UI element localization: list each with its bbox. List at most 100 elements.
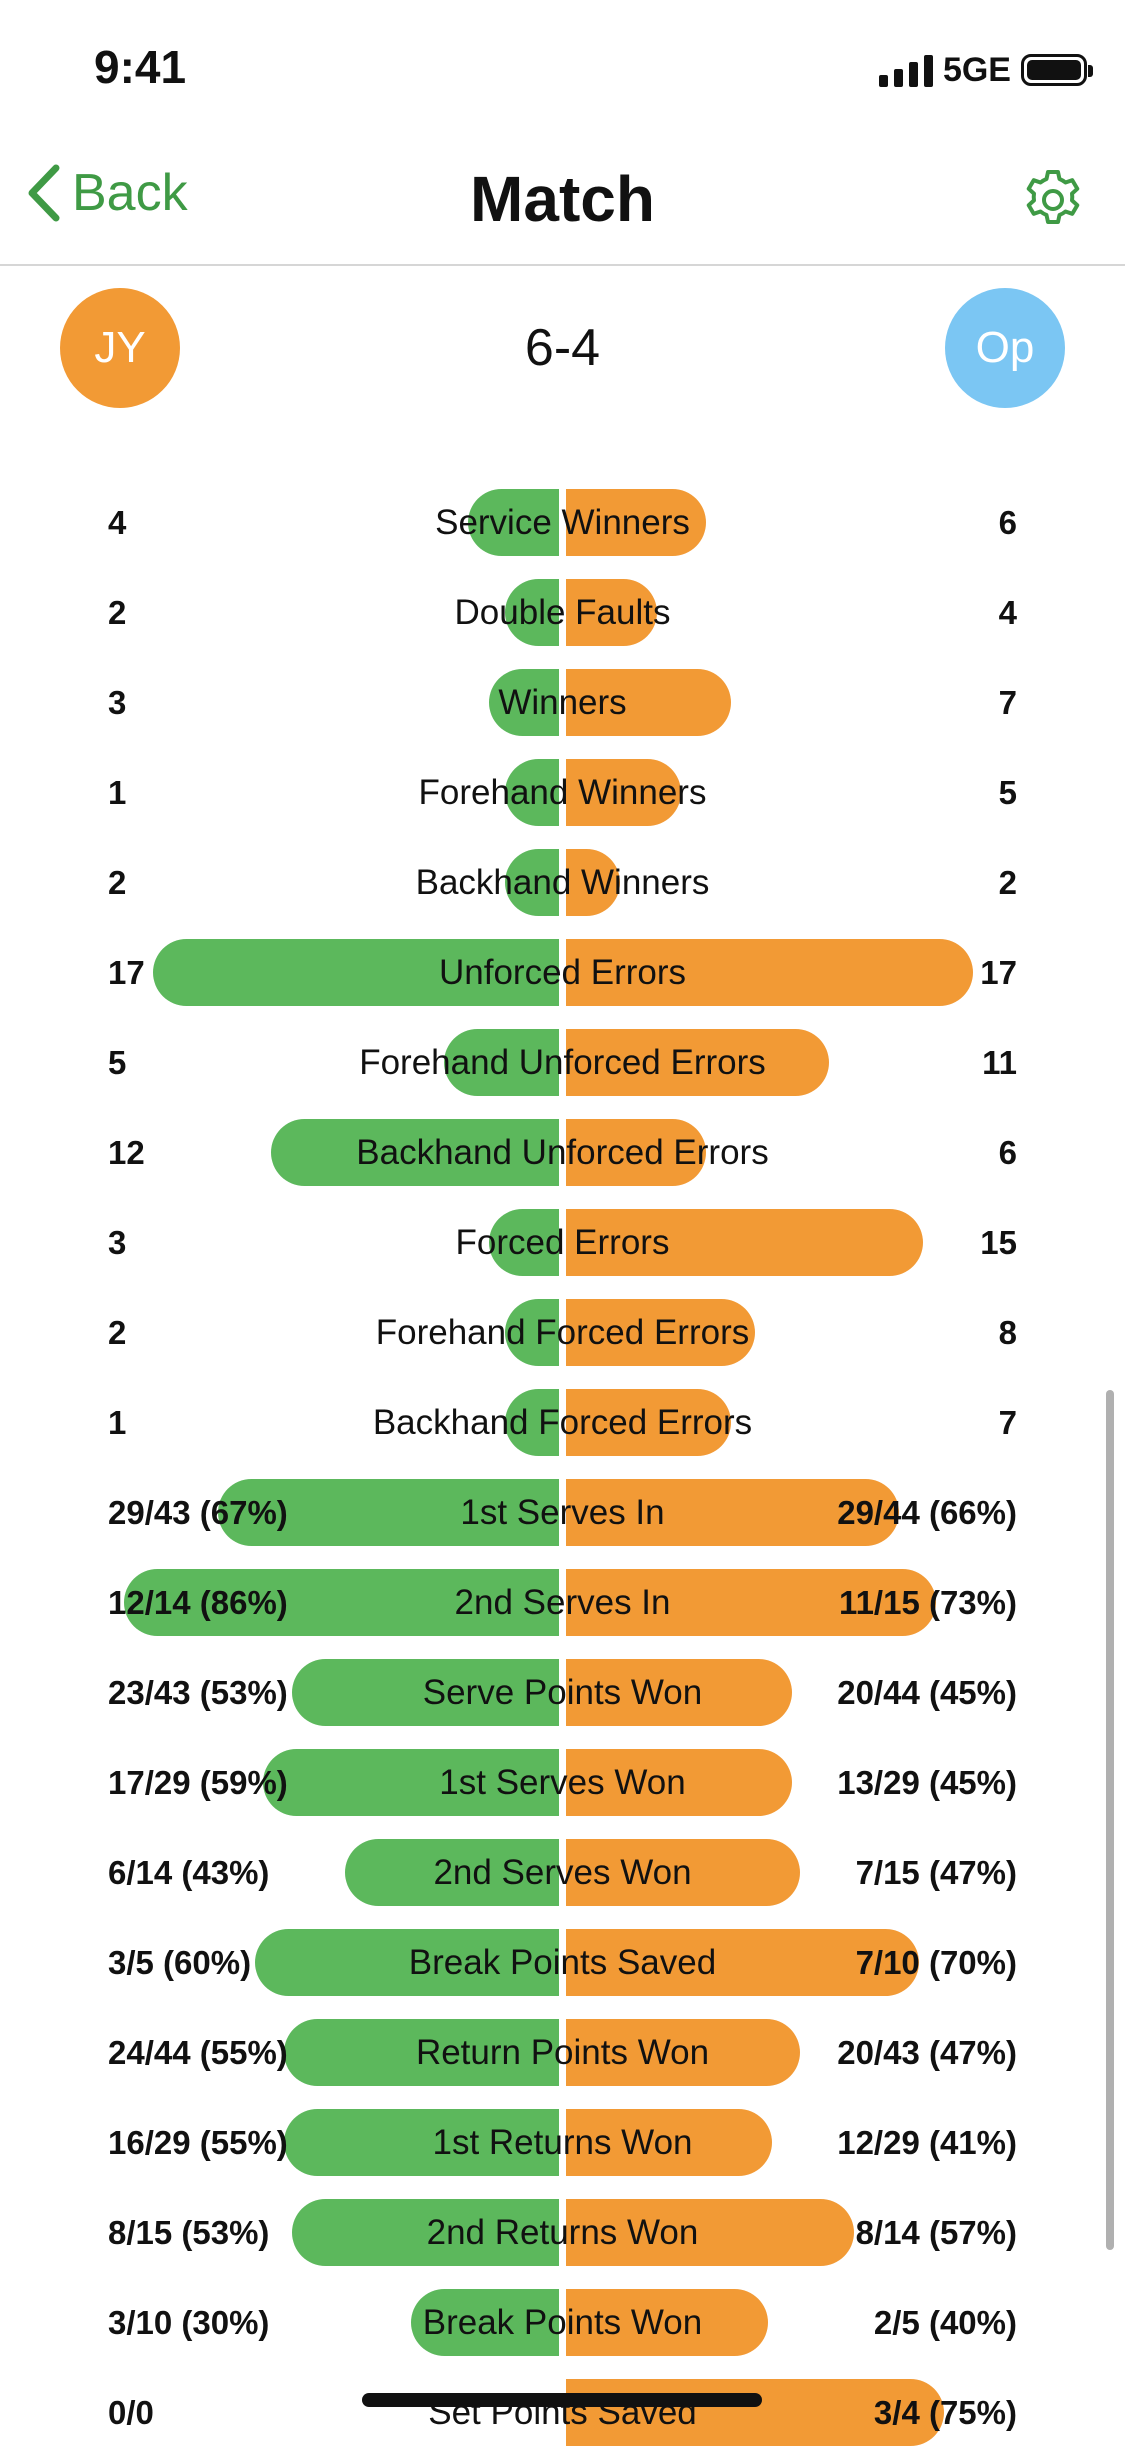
stat-value-right: 7 — [998, 1404, 1017, 1441]
home-indicator[interactable] — [362, 2393, 762, 2407]
stat-bar-left — [255, 1929, 563, 1996]
stat-value-right: 20/44 (45%) — [837, 1674, 1017, 1711]
stat-label: 2nd Serves In — [454, 1583, 671, 1622]
stat-value-left: 23/43 (53%) — [108, 1674, 288, 1711]
stat-bar-left — [291, 1659, 563, 1726]
stat-value-right: 7 — [998, 684, 1017, 721]
stat-divider — [559, 2289, 566, 2356]
player-avatar-left[interactable]: JY — [60, 288, 180, 408]
stat-bar-right — [562, 669, 731, 736]
stat-divider — [559, 669, 566, 736]
stat-divider — [559, 849, 566, 916]
stat-value-left: 2 — [108, 864, 127, 901]
stat-bar-right — [562, 1479, 899, 1546]
stat-divider — [559, 579, 566, 646]
chevron-left-icon — [28, 164, 60, 222]
stat-bar-right — [562, 849, 620, 916]
stat-label: 1st Serves In — [460, 1493, 665, 1532]
stat-bar-right — [562, 939, 973, 1006]
stat-divider — [559, 1029, 566, 1096]
stat-bar-left — [283, 2019, 563, 2086]
stat-row: 1st Returns Won 16/29 (55%) 12/29 (41%) — [0, 2098, 1125, 2188]
stat-value-right: 6 — [998, 1134, 1017, 1171]
stat-value-left: 0/0 — [108, 2394, 154, 2431]
stat-bar-right — [562, 1929, 920, 1996]
stat-value-left: 16/29 (55%) — [108, 2124, 288, 2161]
stat-bar-left — [505, 1299, 563, 1366]
stat-divider — [559, 489, 566, 556]
stat-divider — [559, 759, 566, 826]
stat-label: Forehand Unforced Errors — [359, 1043, 766, 1082]
stat-row: Forehand Forced Errors 2 8 — [0, 1288, 1125, 1378]
stat-bar-left — [218, 1479, 563, 1546]
player-initials-right: Op — [975, 323, 1035, 372]
signal-icon — [878, 53, 933, 87]
stat-value-left: 24/44 (55%) — [108, 2034, 288, 2071]
stat-row: Backhand Winners 2 2 — [0, 838, 1125, 928]
stat-bar-left — [468, 489, 563, 556]
stat-row: Forced Errors 3 15 — [0, 1198, 1125, 1288]
stat-row: 2nd Returns Won 8/15 (53%) 8/14 (57%) — [0, 2188, 1125, 2278]
stat-bar-right — [562, 2199, 854, 2266]
gear-icon[interactable] — [1021, 168, 1085, 232]
stat-value-left: 2 — [108, 1314, 127, 1351]
stat-row: Break Points Won 3/10 (30%) 2/5 (40%) — [0, 2278, 1125, 2368]
stat-label: Forced Errors — [455, 1223, 670, 1262]
stat-bar-right — [562, 2019, 801, 2086]
player-initials-left: JY — [94, 323, 146, 372]
stat-bar-left — [152, 939, 563, 1006]
stat-value-left: 1 — [108, 1404, 127, 1441]
player-avatar-right[interactable]: Op — [945, 288, 1065, 408]
stat-divider — [559, 1749, 566, 1816]
stat-divider — [559, 939, 566, 1006]
stat-label: Return Points Won — [415, 2033, 710, 2072]
stat-label: Double Faults — [454, 593, 671, 632]
stat-divider — [559, 2199, 566, 2266]
match-score: 6-4 — [524, 319, 601, 377]
stat-value-left: 2 — [108, 594, 127, 631]
stat-value-right: 12/29 (41%) — [837, 2124, 1017, 2161]
stat-value-right: 4 — [998, 594, 1017, 631]
stat-value-right: 7/15 (47%) — [855, 1854, 1017, 1891]
stat-bar-right — [562, 1839, 801, 1906]
stat-divider — [559, 1119, 566, 1186]
stat-value-left: 17/29 (59%) — [108, 1764, 288, 1801]
stat-bar-right — [562, 579, 657, 646]
stat-value-left: 5 — [108, 1044, 127, 1081]
stat-value-right: 11 — [982, 1044, 1017, 1081]
scrollbar[interactable] — [1106, 1390, 1114, 2250]
back-label: Back — [72, 164, 188, 222]
stat-value-left: 17 — [108, 954, 145, 991]
stat-bar-right — [562, 2109, 772, 2176]
stat-label: Winners — [498, 683, 627, 722]
network-type: 5GE — [942, 50, 1011, 89]
stat-bar-right — [562, 759, 682, 826]
stat-row: Service Winners 4 6 — [0, 478, 1125, 568]
stat-value-right: 15 — [980, 1224, 1017, 1261]
stat-divider — [559, 1839, 566, 1906]
stat-bar-right — [562, 1749, 793, 1816]
battery-icon — [1021, 54, 1093, 86]
stat-row: Winners 3 7 — [0, 658, 1125, 748]
stat-row: 1st Serves Won 17/29 (59%) 13/29 (45%) — [0, 1738, 1125, 1828]
stat-value-left: 8/15 (53%) — [108, 2214, 270, 2251]
stat-bar-right — [562, 1569, 936, 1636]
stat-row: Forehand Unforced Errors 5 11 — [0, 1018, 1125, 1108]
back-button[interactable]: Back — [22, 162, 188, 224]
stat-value-right: 17 — [980, 954, 1017, 991]
stats-list[interactable]: Service Winners 4 6 Double Faults 2 4 Winners 3… — [0, 478, 1125, 2458]
stat-value-left: 12/14 (86%) — [108, 1584, 288, 1621]
stat-value-left: 3 — [108, 1224, 127, 1261]
stat-value-left: 3 — [108, 684, 127, 721]
stat-label: Backhand Forced Errors — [372, 1403, 753, 1442]
stat-value-right: 20/43 (47%) — [837, 2034, 1017, 2071]
stat-bar-left — [505, 579, 563, 646]
stat-divider — [559, 2379, 566, 2446]
stat-divider — [559, 2109, 566, 2176]
stat-value-right: 8/14 (57%) — [855, 2214, 1017, 2251]
stat-bar-left — [505, 1389, 563, 1456]
stat-label: Backhand Winners — [415, 863, 710, 902]
stat-bar-left — [345, 1839, 563, 1906]
stat-bar-left — [271, 1119, 563, 1186]
stat-bar-right — [562, 1299, 756, 1366]
